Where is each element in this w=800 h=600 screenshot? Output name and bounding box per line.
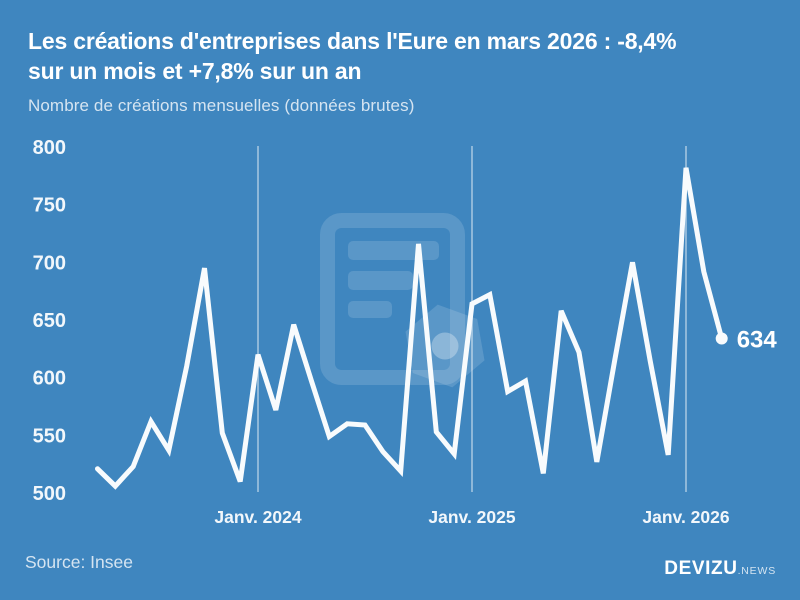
series-line — [95, 167, 725, 490]
document-icon — [320, 213, 465, 385]
brand-suffix: .NEWS — [737, 565, 776, 577]
x-tick-label: Janv. 2026 — [642, 507, 730, 527]
title-line-1: Les créations d'entreprises dans l'Eure … — [28, 28, 677, 54]
series-end-dot — [715, 332, 728, 345]
x-axis-labels: Janv. 2024 Janv. 2025 Janv. 2026 — [214, 507, 730, 527]
document-line-icon — [348, 271, 413, 290]
y-tick-label: 800 — [33, 137, 66, 159]
nut-hole-icon — [431, 332, 459, 360]
y-tick-label: 750 — [33, 195, 66, 217]
chart-subtitle: Nombre de créations mensuelles (données … — [28, 95, 415, 115]
source-credit: Source: Insee — [25, 552, 133, 572]
watermark — [320, 213, 485, 388]
y-tick-label: 500 — [33, 483, 66, 505]
document-line-icon — [348, 241, 439, 260]
brand-logo: DEVIZU .NEWS — [664, 558, 776, 580]
x-tick-label: Janv. 2025 — [428, 507, 516, 527]
title-line-2: sur un mois et +7,8% sur un an — [28, 58, 362, 85]
end-value-label: 634 — [737, 327, 778, 354]
brand-name: DEVIZU — [664, 558, 738, 579]
y-tick-label: 700 — [33, 252, 66, 274]
y-axis-labels: 800 750 700 650 600 550 500 — [33, 137, 66, 505]
x-tick-label: Janv. 2024 — [214, 507, 302, 527]
document-line-icon — [348, 301, 392, 318]
y-tick-label: 550 — [33, 425, 66, 447]
y-tick-label: 650 — [33, 310, 66, 332]
y-tick-label: 600 — [33, 368, 66, 390]
header: Les créations d'entreprises dans l'Eure … — [28, 26, 677, 116]
page-title: Les créations d'entreprises dans l'Eure … — [28, 26, 677, 87]
